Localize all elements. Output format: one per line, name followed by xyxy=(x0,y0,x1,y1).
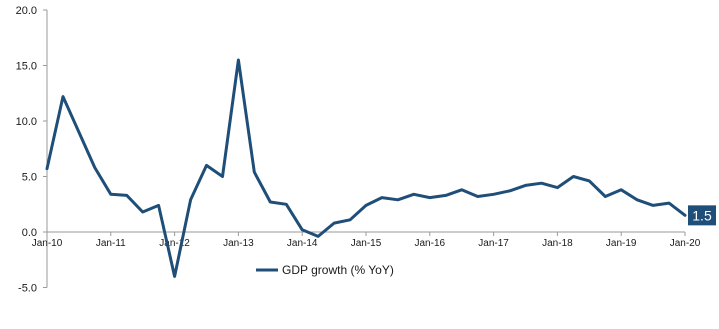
x-tick-label: Jan-18 xyxy=(542,238,573,249)
x-tick-label: Jan-12 xyxy=(159,238,190,249)
y-tick-label: 15.0 xyxy=(16,61,37,73)
legend: GDP growth (% YoY) xyxy=(256,263,394,277)
x-axis: Jan-10 Jan-11 Jan-12 Jan-13 Jan-14 Jan-15 Jan-… xyxy=(32,231,701,249)
x-tick-label: Jan-11 xyxy=(96,238,126,249)
y-tick-label: 20.0 xyxy=(16,5,37,17)
y-tick-label: 0.0 xyxy=(22,227,37,239)
y-axis: 20.0 15.0 10.0 5.0 0.0 -5.0 xyxy=(16,5,48,295)
y-tick-label: -5.0 xyxy=(18,283,37,295)
series-line xyxy=(45,58,687,278)
x-tick-label: Jan-10 xyxy=(32,238,63,249)
y-tick-label: 5.0 xyxy=(22,172,37,184)
x-tick-label: Jan-19 xyxy=(606,238,637,249)
x-tick-label: Jan-13 xyxy=(223,238,254,249)
x-tick-label: Jan-20 xyxy=(670,238,701,249)
x-tick-label: Jan-17 xyxy=(478,238,509,249)
last-value-callout: 1.5 xyxy=(688,205,716,226)
x-tick-label: Jan-16 xyxy=(415,238,446,249)
legend-label: GDP growth (% YoY) xyxy=(282,263,394,277)
x-tick-label: Jan-15 xyxy=(351,238,382,249)
x-tick-label: Jan-14 xyxy=(287,238,318,249)
y-tick-label: 10.0 xyxy=(16,116,37,128)
series-layer xyxy=(45,58,687,278)
callout-box xyxy=(688,205,716,226)
callout-value: 1.5 xyxy=(692,207,712,223)
